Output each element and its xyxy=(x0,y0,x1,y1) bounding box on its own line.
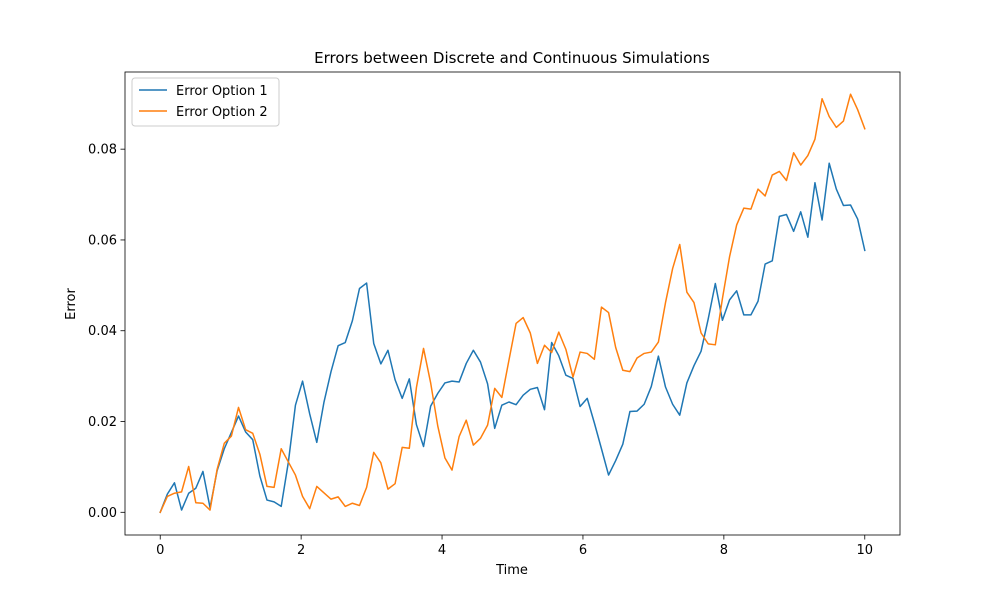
y-tick-label: 0.04 xyxy=(88,324,117,339)
legend: Error Option 1 Error Option 2 xyxy=(131,77,280,127)
y-tick-label: 0.00 xyxy=(88,506,117,521)
x-tick-label: 4 xyxy=(438,543,446,558)
x-tick-label: 8 xyxy=(720,543,728,558)
legend-box xyxy=(131,77,280,127)
x-tick-label: 0 xyxy=(156,543,164,558)
y-axis-label: Error xyxy=(64,288,79,320)
series-layer xyxy=(159,93,866,514)
chart-title: Errors between Discrete and Continuous S… xyxy=(314,49,710,67)
y-tick-label: 0.08 xyxy=(88,143,117,158)
x-tick-label: 2 xyxy=(297,543,305,558)
x-tick-label: 6 xyxy=(579,543,587,558)
legend-label-option-1: Error Option 1 xyxy=(176,84,268,99)
series-line-option-2 xyxy=(159,93,866,514)
plot-frame xyxy=(124,71,901,536)
legend-label-option-2: Error Option 2 xyxy=(176,105,268,120)
series-line-option-1 xyxy=(159,162,866,514)
y-axis-ticks: 0.00 0.02 0.04 0.06 0.08 xyxy=(88,143,125,521)
plot-area xyxy=(125,72,900,535)
x-axis-label: Time xyxy=(495,563,528,578)
y-tick-label: 0.02 xyxy=(88,415,117,430)
y-tick-label: 0.06 xyxy=(88,233,117,248)
x-axis-ticks: 0 2 4 6 8 10 xyxy=(156,535,873,558)
x-tick-label: 10 xyxy=(856,543,873,558)
